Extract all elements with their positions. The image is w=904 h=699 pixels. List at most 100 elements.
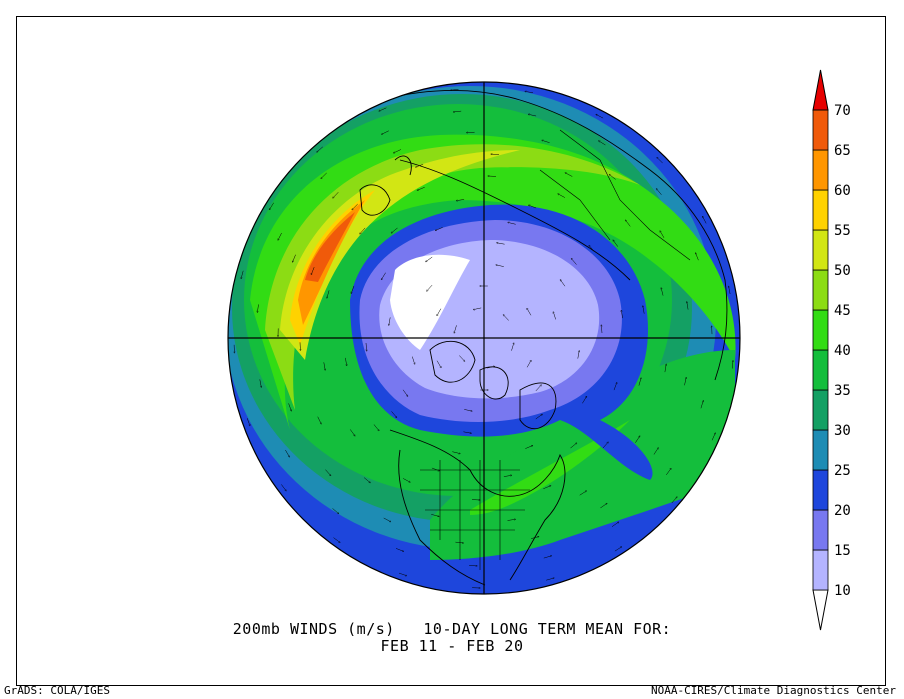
wind-arrow [601,325,602,334]
wind-arrow [666,468,671,476]
wind-arrow [687,302,689,310]
asia-pacific-coast [359,155,412,216]
wind-arrow [599,141,606,146]
colorbar-swatch [812,229,829,271]
colorbar-label: 20 [834,503,851,519]
wind-arrow [526,360,531,368]
wind-arrow [560,280,566,287]
wind-arrow [546,578,554,581]
wind-arrow [398,572,407,576]
wind-arrow [729,286,731,295]
credit-right: NOAA-CIRES/Climate Diagnostics Center [650,684,896,697]
wind-arrow [600,503,607,509]
wind-arrow [558,194,566,198]
colorbar-label: 35 [834,383,851,399]
wind-arrow [497,243,505,245]
colorbar-label: 55 [834,223,851,239]
caption-line-2: FEB 11 - FEB 20 [380,637,524,655]
colorbar-swatch [812,109,829,151]
wind-arrow [543,486,550,490]
wind-arrow [285,449,289,457]
wind-arrow [503,475,512,477]
wind-arrow [412,356,414,365]
wind-arrow [363,477,370,483]
wind-arrow [349,429,355,436]
colorbar-swatch [812,549,829,591]
wind-arrow [565,173,573,177]
colorbar-label: 50 [834,263,851,279]
wind-arrow [684,377,687,386]
wind-arrow [496,265,504,267]
shade-band-65-70 [305,212,355,282]
colorbar-over-triangle [812,69,829,111]
coastlines [359,90,728,586]
greenland-coast [519,382,557,430]
wind-arrow [452,451,460,454]
wind-arrow [571,259,577,265]
state-borders [420,460,530,570]
colorbar-label: 70 [834,103,851,119]
colorbar-swatch [812,509,829,551]
wind-arrow [602,442,608,449]
colorbar-swatch [812,389,829,431]
colorbar-label: 45 [834,303,851,319]
wind-arrow [525,446,532,449]
wind-arrow [579,491,587,496]
shade-band-60-65 [298,200,365,325]
wind-arrow [456,199,465,200]
colorbar-swatch [812,429,829,471]
shade-atlantic-jet-core [470,420,630,515]
wind-arrow [503,315,509,321]
colorbar-swatch [812,189,829,231]
wind-arrow [257,304,259,312]
colorbar-label: 25 [834,463,851,479]
wind-arrow [596,114,604,119]
credit-left: GrADS: COLA/IGES [4,684,110,697]
wind-arrow [391,411,397,417]
wind-vectors [234,89,733,588]
wind-arrow [246,418,250,426]
wind-arrow [293,254,296,262]
wind-arrow [459,355,464,362]
wind-arrow [427,284,433,291]
wind-arrow [543,556,552,559]
wind-arrow [431,467,440,471]
wind-arrow [352,203,358,210]
north-america-coast [389,429,566,586]
wind-arrow [454,325,457,333]
wind-arrow [529,205,537,209]
wind-arrow [379,107,387,111]
wind-arrow [508,222,516,225]
wind-arrow [426,256,433,262]
wind-arrow [395,548,404,551]
wind-arrow [611,522,619,527]
wind-arrow [621,310,623,319]
caption-line-1: 200mb WINDS (m/s) 10-DAY LONG TERM MEAN … [232,620,672,638]
wind-speed-shading [228,82,740,594]
wind-arrow [660,231,665,238]
wind-arrow [453,111,462,112]
wind-arrow [467,132,475,133]
wind-arrow [671,497,677,504]
wind-arrow [656,189,662,195]
wind-arrow [613,240,619,247]
colorbar-label: 40 [834,343,851,359]
wind-arrow [383,517,391,522]
wind-arrow [323,362,325,370]
wind-arrow [542,140,550,143]
wind-arrow [638,378,641,386]
wind-arrow [613,383,617,391]
wind-arrow [625,220,631,227]
wind-arrow [351,285,355,294]
wind-arrow [269,202,274,210]
colorbar-swatch [812,349,829,391]
colorbar-swatch [812,309,829,351]
wind-arrow [333,192,339,198]
wind-arrow [381,272,386,280]
wind-arrow [577,351,579,359]
wind-arrow [700,401,703,409]
colorbar-label: 65 [834,143,851,159]
wind-arrow [711,433,715,441]
wind-arrow [431,514,439,516]
wind-arrow [278,232,282,240]
